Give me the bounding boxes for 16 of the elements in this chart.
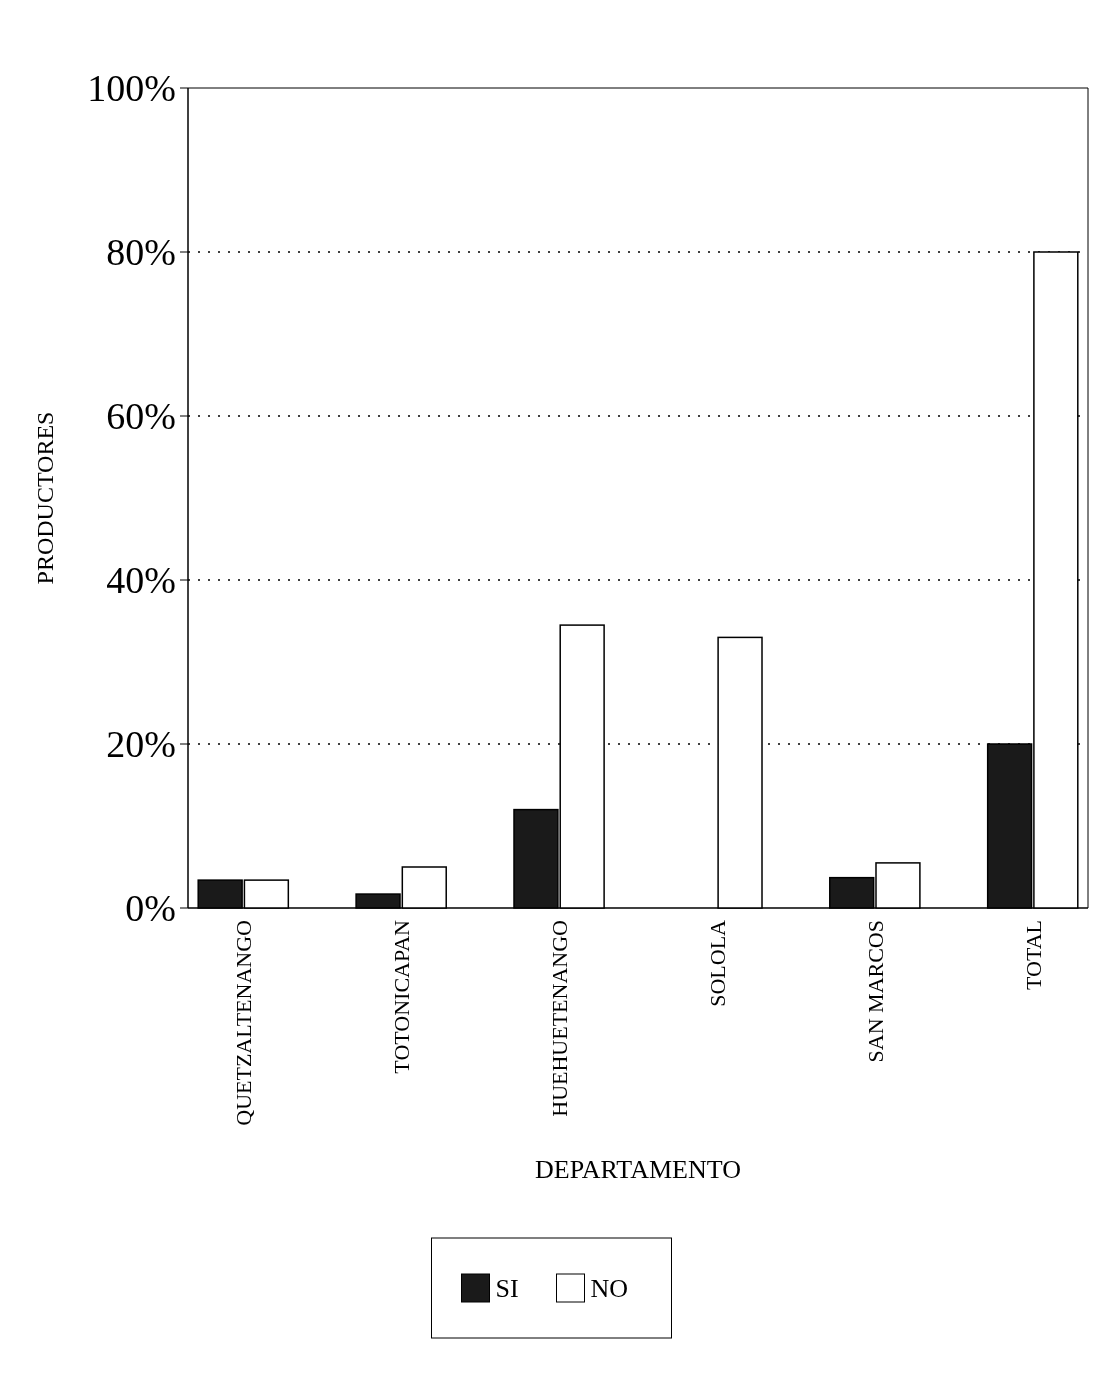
x-tick-label: TOTAL: [1020, 920, 1046, 990]
x-tick-label: HUEHUETENANGO: [547, 920, 573, 1117]
y-tick-label: 100%: [87, 67, 176, 110]
legend-label: SI: [495, 1274, 519, 1304]
y-axis-title: PRODUCTORES: [32, 411, 58, 585]
y-tick-label: 60%: [106, 395, 176, 438]
y-tick-label: 80%: [106, 231, 176, 274]
y-tick-label: 0%: [125, 887, 176, 930]
y-tick-label: 20%: [106, 723, 176, 766]
x-axis-title: DEPARTAMENTO: [535, 1155, 741, 1184]
x-tick-label: SOLOLA: [704, 919, 730, 1007]
legend-label: NO: [590, 1274, 629, 1304]
x-tick-label: SAN MARCOS: [862, 920, 888, 1063]
x-tick-label: TOTONICAPAN: [389, 919, 415, 1074]
y-tick-label: 40%: [106, 559, 176, 602]
x-tick-label: QUETZALTENANGO: [231, 920, 257, 1126]
